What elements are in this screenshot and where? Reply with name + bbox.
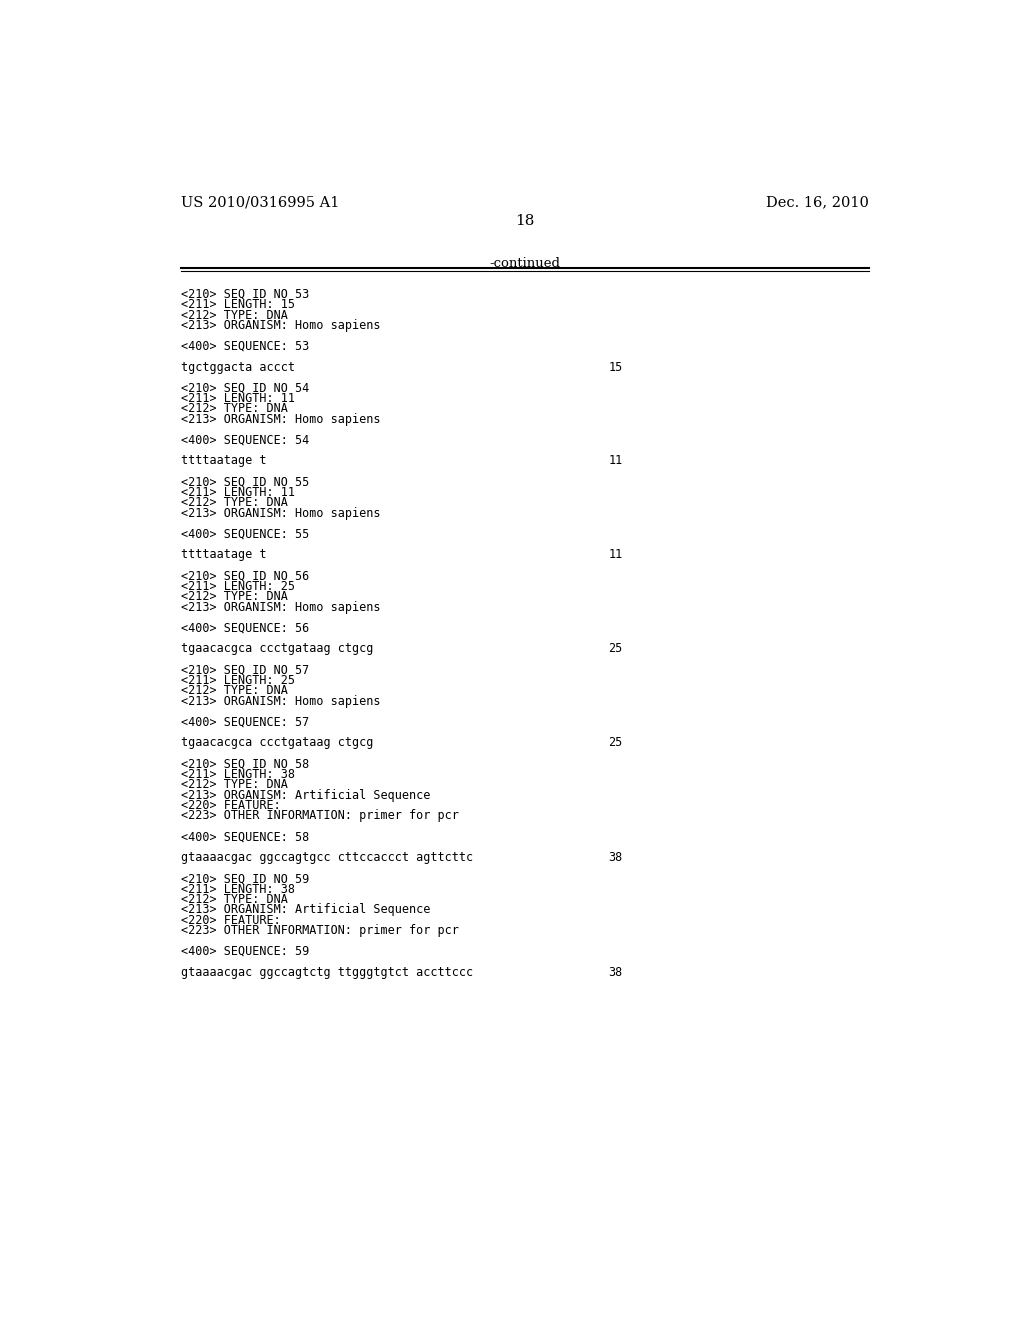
- Text: 18: 18: [515, 214, 535, 228]
- Text: tgaacacgca ccctgataag ctgcg: tgaacacgca ccctgataag ctgcg: [180, 643, 373, 655]
- Text: <213> ORGANISM: Homo sapiens: <213> ORGANISM: Homo sapiens: [180, 319, 380, 331]
- Text: <213> ORGANISM: Homo sapiens: <213> ORGANISM: Homo sapiens: [180, 507, 380, 520]
- Text: <210> SEQ ID NO 56: <210> SEQ ID NO 56: [180, 570, 309, 582]
- Text: 38: 38: [608, 966, 623, 978]
- Text: <212> TYPE: DNA: <212> TYPE: DNA: [180, 309, 288, 322]
- Text: <210> SEQ ID NO 55: <210> SEQ ID NO 55: [180, 475, 309, 488]
- Text: <400> SEQUENCE: 58: <400> SEQUENCE: 58: [180, 830, 309, 843]
- Text: <212> TYPE: DNA: <212> TYPE: DNA: [180, 403, 288, 416]
- Text: Dec. 16, 2010: Dec. 16, 2010: [766, 195, 869, 210]
- Text: <213> ORGANISM: Homo sapiens: <213> ORGANISM: Homo sapiens: [180, 694, 380, 708]
- Text: <400> SEQUENCE: 53: <400> SEQUENCE: 53: [180, 339, 309, 352]
- Text: ttttaatage t: ttttaatage t: [180, 454, 266, 467]
- Text: <400> SEQUENCE: 57: <400> SEQUENCE: 57: [180, 715, 309, 729]
- Text: gtaaaacgac ggccagtctg ttgggtgtct accttccc: gtaaaacgac ggccagtctg ttgggtgtct accttcc…: [180, 966, 473, 978]
- Text: 15: 15: [608, 360, 623, 374]
- Text: <212> TYPE: DNA: <212> TYPE: DNA: [180, 684, 288, 697]
- Text: <211> LENGTH: 25: <211> LENGTH: 25: [180, 675, 295, 686]
- Text: 25: 25: [608, 643, 623, 655]
- Text: <211> LENGTH: 11: <211> LENGTH: 11: [180, 486, 295, 499]
- Text: <400> SEQUENCE: 56: <400> SEQUENCE: 56: [180, 622, 309, 635]
- Text: gtaaaacgac ggccagtgcc cttccaccct agttcttc: gtaaaacgac ggccagtgcc cttccaccct agttctt…: [180, 851, 473, 865]
- Text: <210> SEQ ID NO 54: <210> SEQ ID NO 54: [180, 381, 309, 395]
- Text: <211> LENGTH: 25: <211> LENGTH: 25: [180, 579, 295, 593]
- Text: tgaacacgca ccctgataag ctgcg: tgaacacgca ccctgataag ctgcg: [180, 737, 373, 750]
- Text: 11: 11: [608, 454, 623, 467]
- Text: <211> LENGTH: 38: <211> LENGTH: 38: [180, 883, 295, 895]
- Text: <400> SEQUENCE: 54: <400> SEQUENCE: 54: [180, 434, 309, 446]
- Text: <213> ORGANISM: Artificial Sequence: <213> ORGANISM: Artificial Sequence: [180, 788, 430, 801]
- Text: <212> TYPE: DNA: <212> TYPE: DNA: [180, 590, 288, 603]
- Text: <210> SEQ ID NO 58: <210> SEQ ID NO 58: [180, 758, 309, 771]
- Text: <212> TYPE: DNA: <212> TYPE: DNA: [180, 892, 288, 906]
- Text: <210> SEQ ID NO 59: <210> SEQ ID NO 59: [180, 873, 309, 886]
- Text: <220> FEATURE:: <220> FEATURE:: [180, 913, 281, 927]
- Text: 25: 25: [608, 737, 623, 750]
- Text: <210> SEQ ID NO 53: <210> SEQ ID NO 53: [180, 288, 309, 301]
- Text: ttttaatage t: ttttaatage t: [180, 548, 266, 561]
- Text: <223> OTHER INFORMATION: primer for pcr: <223> OTHER INFORMATION: primer for pcr: [180, 924, 459, 937]
- Text: <212> TYPE: DNA: <212> TYPE: DNA: [180, 496, 288, 510]
- Text: <211> LENGTH: 38: <211> LENGTH: 38: [180, 768, 295, 781]
- Text: tgctggacta accct: tgctggacta accct: [180, 360, 295, 374]
- Text: <220> FEATURE:: <220> FEATURE:: [180, 799, 281, 812]
- Text: <213> ORGANISM: Homo sapiens: <213> ORGANISM: Homo sapiens: [180, 601, 380, 614]
- Text: 11: 11: [608, 548, 623, 561]
- Text: <400> SEQUENCE: 59: <400> SEQUENCE: 59: [180, 945, 309, 958]
- Text: <211> LENGTH: 15: <211> LENGTH: 15: [180, 298, 295, 312]
- Text: -continued: -continued: [489, 257, 560, 271]
- Text: <223> OTHER INFORMATION: primer for pcr: <223> OTHER INFORMATION: primer for pcr: [180, 809, 459, 822]
- Text: US 2010/0316995 A1: US 2010/0316995 A1: [180, 195, 339, 210]
- Text: <212> TYPE: DNA: <212> TYPE: DNA: [180, 779, 288, 791]
- Text: <213> ORGANISM: Homo sapiens: <213> ORGANISM: Homo sapiens: [180, 413, 380, 426]
- Text: <400> SEQUENCE: 55: <400> SEQUENCE: 55: [180, 528, 309, 541]
- Text: <213> ORGANISM: Artificial Sequence: <213> ORGANISM: Artificial Sequence: [180, 903, 430, 916]
- Text: 38: 38: [608, 851, 623, 865]
- Text: <211> LENGTH: 11: <211> LENGTH: 11: [180, 392, 295, 405]
- Text: <210> SEQ ID NO 57: <210> SEQ ID NO 57: [180, 664, 309, 677]
